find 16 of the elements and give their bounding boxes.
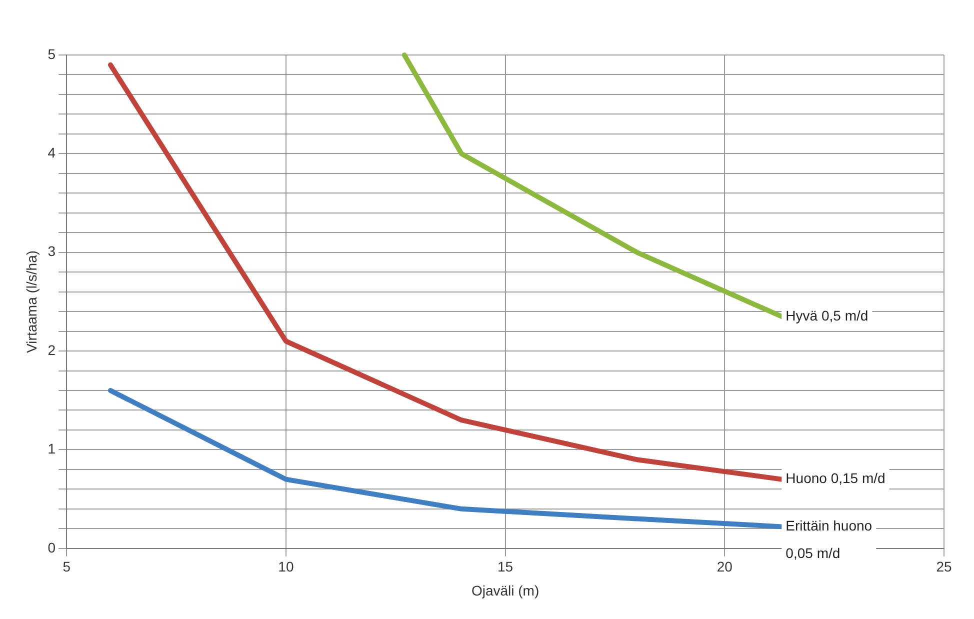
series-label: Hyvä 0,5 m/d	[786, 307, 868, 324]
y-axis-title: Virtaama (l/s/ha)	[23, 250, 40, 353]
x-tick-label: 15	[498, 558, 514, 575]
y-tick-label: 5	[48, 46, 56, 62]
series-label: Erittäin huono 0,05 m/d	[786, 518, 872, 562]
x-axis-title: Ojaväli (m)	[471, 582, 540, 598]
y-tick-label: 4	[48, 144, 56, 161]
y-tick-label: 1	[48, 440, 56, 457]
y-tick-label: 0	[48, 539, 56, 556]
x-tick-label: 5	[62, 558, 71, 575]
x-tick-label: 20	[716, 558, 733, 575]
x-tick-label: 10	[278, 558, 294, 575]
y-tick-label: 2	[48, 342, 56, 358]
y-tick-label: 3	[48, 243, 56, 260]
series-label: Huono 0,15 m/d	[786, 470, 886, 486]
x-tick-label: 25	[936, 558, 952, 575]
